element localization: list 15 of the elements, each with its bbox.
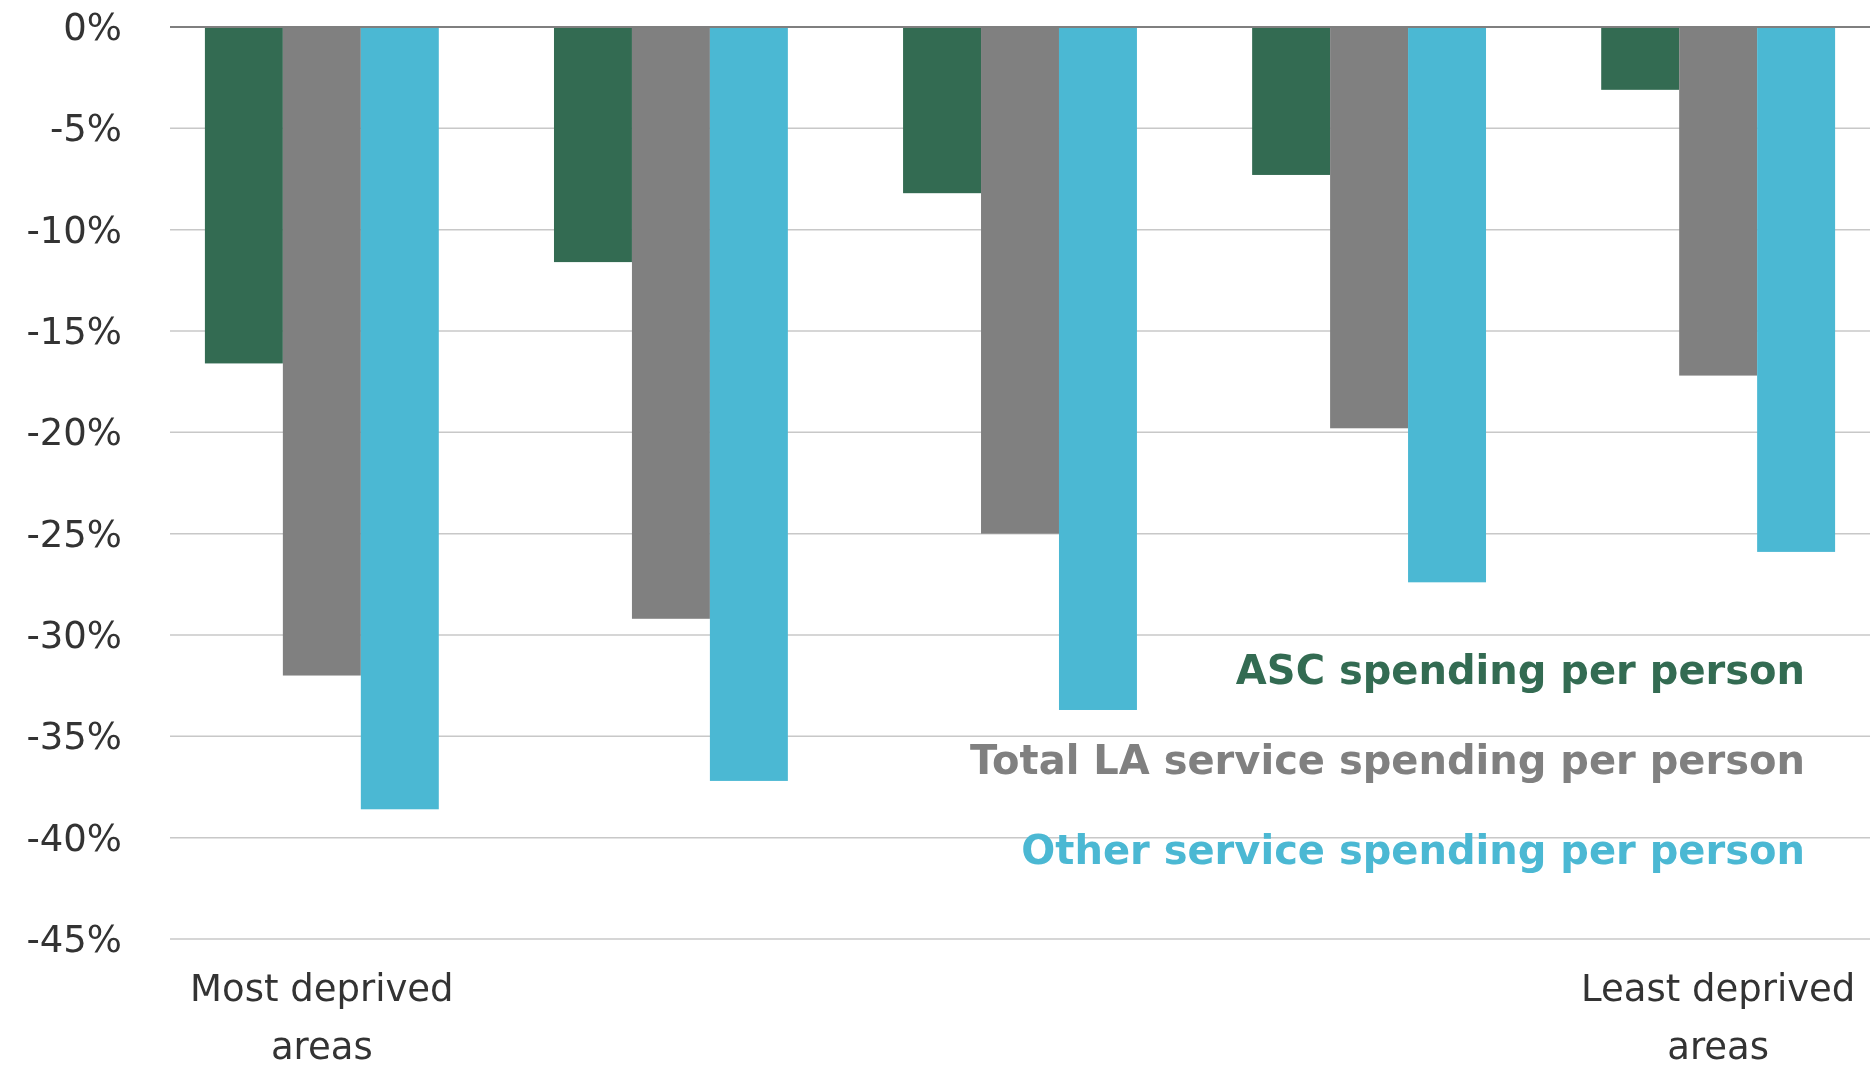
text: ASC spending per person — [1235, 646, 1805, 693]
y-tick-label: -25% — [26, 512, 122, 556]
y-tick-label: -15% — [26, 309, 122, 353]
text: Total LA service spending per person — [970, 736, 1805, 783]
y-tick-label: -45% — [26, 917, 122, 961]
x-tick-label: Least deprived areas — [1580, 967, 1856, 1068]
y-tick-label: -20% — [26, 411, 122, 455]
y-tick-label: -10% — [26, 208, 122, 252]
y-tick-label: -40% — [26, 816, 122, 860]
x-tick-label: Most deprived areas — [190, 967, 454, 1068]
y-tick-label: 0% — [63, 5, 122, 49]
text: Other service spending per person — [1021, 826, 1805, 873]
y-tick-label: -35% — [26, 715, 122, 759]
y-tick-label: -30% — [26, 613, 122, 657]
y-tick-label: -5% — [49, 107, 122, 151]
